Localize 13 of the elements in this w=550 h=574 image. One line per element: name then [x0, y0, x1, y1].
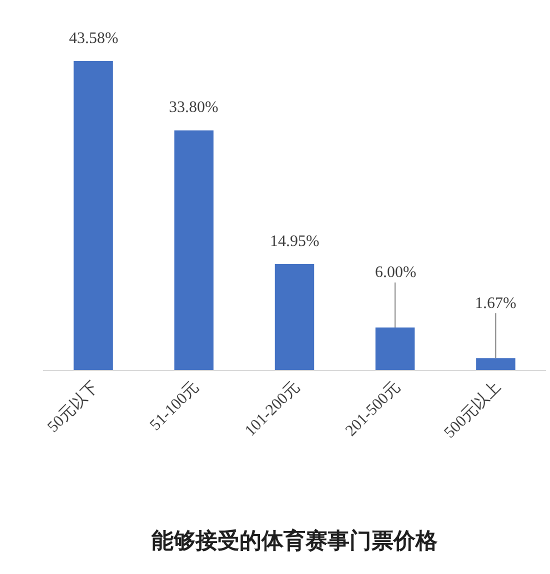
x-tick-label: 50元以下	[44, 378, 102, 436]
bar	[274, 264, 314, 370]
x-tick-label: 500元以上	[440, 378, 504, 442]
data-label: 33.80%	[169, 99, 218, 116]
data-label: 43.58%	[69, 30, 118, 47]
bar	[375, 327, 415, 370]
bar	[476, 358, 516, 370]
bar	[174, 130, 214, 370]
text: 能够接受的体育赛事门票价格	[152, 528, 438, 554]
data-label: 1.67%	[475, 295, 516, 312]
data-label: 14.95%	[270, 233, 320, 250]
bar	[74, 61, 113, 370]
data-label: 6.00%	[375, 264, 416, 281]
